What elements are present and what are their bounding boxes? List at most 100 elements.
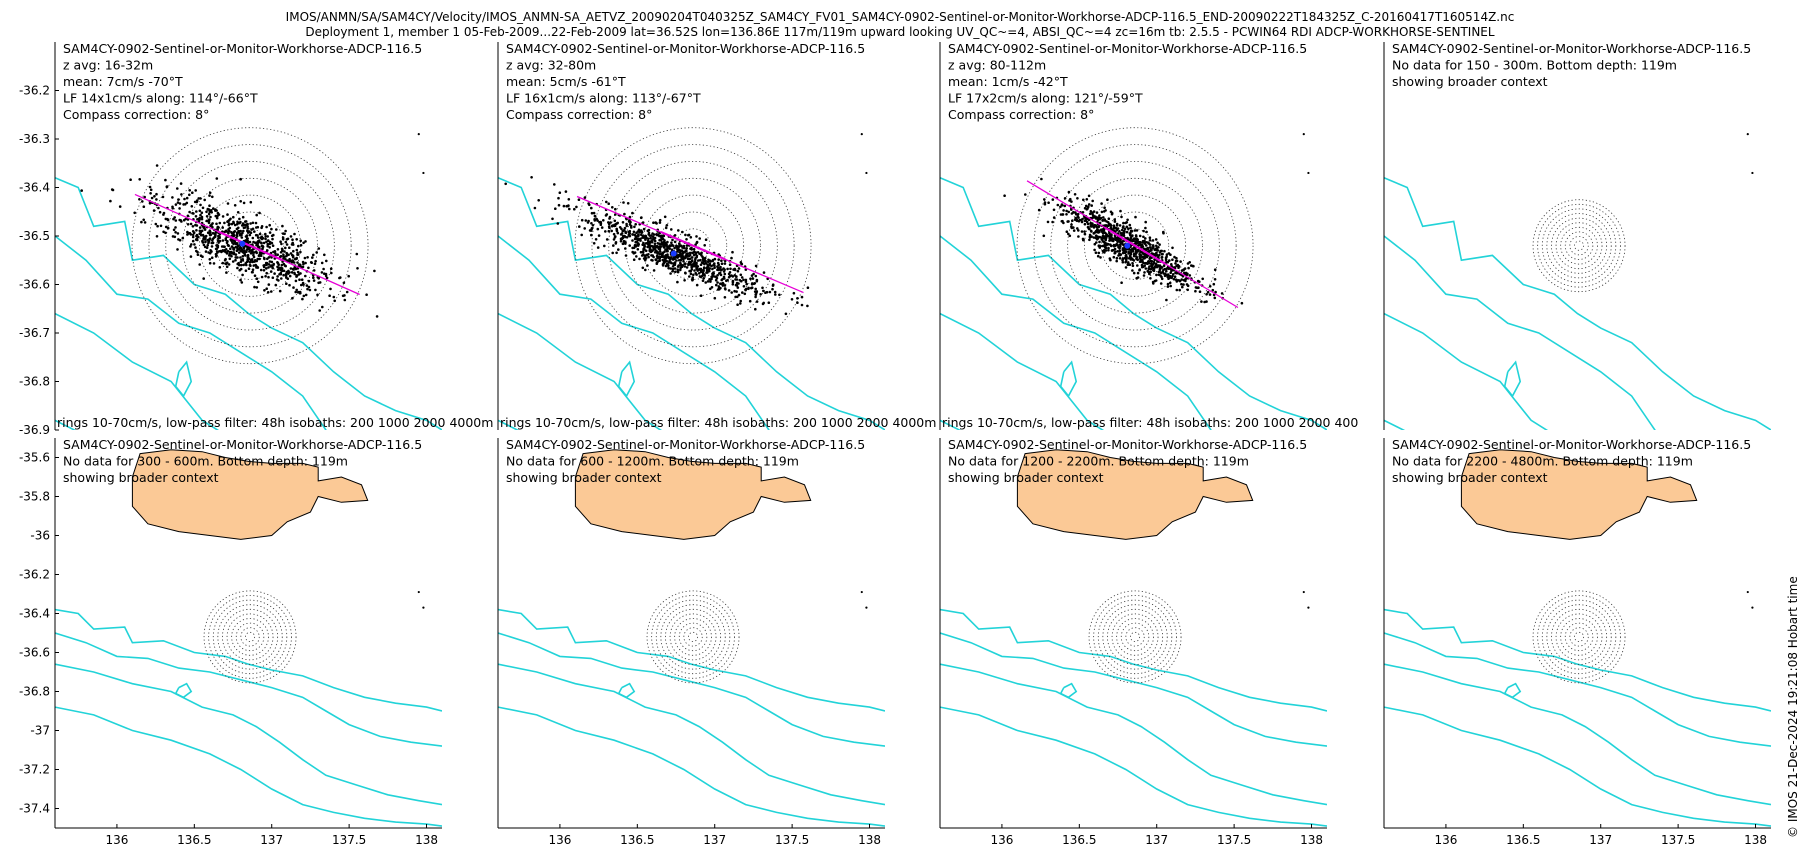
speed-ring xyxy=(231,618,269,656)
velocity-point xyxy=(661,258,664,262)
velocity-point xyxy=(631,250,634,254)
isolated-point xyxy=(422,171,425,175)
velocity-point xyxy=(692,273,695,277)
velocity-point xyxy=(706,260,710,264)
velocity-point xyxy=(1164,256,1168,260)
velocity-point xyxy=(198,209,202,213)
velocity-point xyxy=(1214,290,1217,294)
velocity-point xyxy=(215,222,218,226)
velocity-point xyxy=(654,258,658,262)
velocity-point xyxy=(239,177,242,181)
panel-annotation: No data for 1200 - 2200m. Bottom depth: … xyxy=(948,454,1249,469)
velocity-point xyxy=(1104,209,1107,212)
velocity-point xyxy=(225,271,228,274)
velocity-point xyxy=(708,267,711,271)
velocity-point xyxy=(1118,257,1122,260)
velocity-point xyxy=(264,237,267,241)
velocity-point xyxy=(640,231,644,234)
principal-axis-core xyxy=(1104,226,1166,265)
velocity-point xyxy=(1076,215,1080,218)
velocity-point xyxy=(734,283,738,287)
velocity-point xyxy=(735,281,739,285)
velocity-point xyxy=(1143,241,1146,245)
panel-annotation: z avg: 16-32m xyxy=(63,58,153,73)
velocity-point xyxy=(698,237,701,240)
velocity-point xyxy=(365,293,368,297)
kangaroo-island-land xyxy=(132,0,367,3)
panel-annotation: LF 16x1cm/s along: 113°/-67°T xyxy=(506,91,701,106)
velocity-point xyxy=(1166,282,1170,286)
velocity-point xyxy=(191,239,195,243)
velocity-point xyxy=(308,288,312,292)
velocity-point xyxy=(304,240,307,243)
velocity-point xyxy=(245,250,248,254)
velocity-point xyxy=(755,300,759,303)
velocity-point xyxy=(1089,210,1093,213)
velocity-point xyxy=(195,233,199,237)
velocity-point xyxy=(597,234,601,237)
velocity-point xyxy=(608,215,612,219)
velocity-point xyxy=(166,218,170,222)
panel-title: SAM4CY-0902-Sentinel-or-Monitor-Workhors… xyxy=(63,437,422,452)
velocity-point xyxy=(1024,193,1027,196)
panel-title: SAM4CY-0902-Sentinel-or-Monitor-Workhors… xyxy=(1392,437,1751,452)
velocity-point xyxy=(1106,198,1109,201)
y-tick-label: -36.2 xyxy=(19,568,50,582)
velocity-point xyxy=(669,267,673,270)
velocity-point xyxy=(198,263,201,266)
velocity-point xyxy=(278,266,281,270)
speed-ring xyxy=(1120,622,1150,652)
velocity-point xyxy=(265,267,268,270)
velocity-point xyxy=(1158,264,1162,267)
velocity-point xyxy=(624,230,627,234)
velocity-point xyxy=(1142,261,1145,265)
velocity-point xyxy=(307,266,310,270)
velocity-point xyxy=(284,272,288,276)
velocity-point xyxy=(1073,193,1077,196)
map-panel-6 xyxy=(498,449,885,827)
velocity-point xyxy=(176,248,179,251)
velocity-point xyxy=(164,178,167,182)
velocity-point xyxy=(1135,255,1138,258)
velocity-point xyxy=(1090,235,1093,238)
velocity-point xyxy=(1162,264,1166,268)
velocity-point xyxy=(708,262,712,266)
velocity-point xyxy=(1107,248,1110,252)
velocity-point xyxy=(1139,250,1142,254)
velocity-point xyxy=(311,256,314,259)
isobath-line xyxy=(55,706,442,827)
map-panel-7 xyxy=(940,449,1327,827)
velocity-point xyxy=(762,271,766,274)
panel-title: SAM4CY-0902-Sentinel-or-Monitor-Workhors… xyxy=(63,41,422,56)
velocity-point xyxy=(628,223,632,226)
velocity-point xyxy=(636,248,640,251)
velocity-point xyxy=(290,271,294,274)
velocity-point xyxy=(226,249,230,253)
velocity-point xyxy=(700,254,703,257)
isobath-line xyxy=(1384,632,1771,747)
velocity-point xyxy=(208,251,212,255)
velocity-point xyxy=(1143,256,1146,260)
kangaroo-island-land xyxy=(1461,0,1696,3)
velocity-point xyxy=(313,262,317,266)
velocity-point xyxy=(1168,281,1172,285)
velocity-point xyxy=(1149,246,1152,249)
velocity-point xyxy=(195,199,199,202)
velocity-point xyxy=(1162,230,1165,234)
velocity-point xyxy=(299,272,302,275)
isolated-point xyxy=(1751,171,1754,175)
velocity-point xyxy=(1145,254,1149,257)
velocity-point xyxy=(1084,204,1088,208)
speed-ring xyxy=(1564,622,1594,652)
velocity-point xyxy=(302,241,305,245)
velocity-point xyxy=(587,219,590,223)
velocity-point xyxy=(744,278,748,282)
isobath-line xyxy=(498,706,885,827)
velocity-point xyxy=(1145,241,1148,244)
velocity-point xyxy=(1178,288,1181,292)
velocity-point xyxy=(204,234,208,238)
velocity-point xyxy=(1158,267,1162,271)
velocity-point xyxy=(245,248,249,251)
speed-ring xyxy=(1100,211,1170,280)
velocity-point xyxy=(1131,262,1134,265)
